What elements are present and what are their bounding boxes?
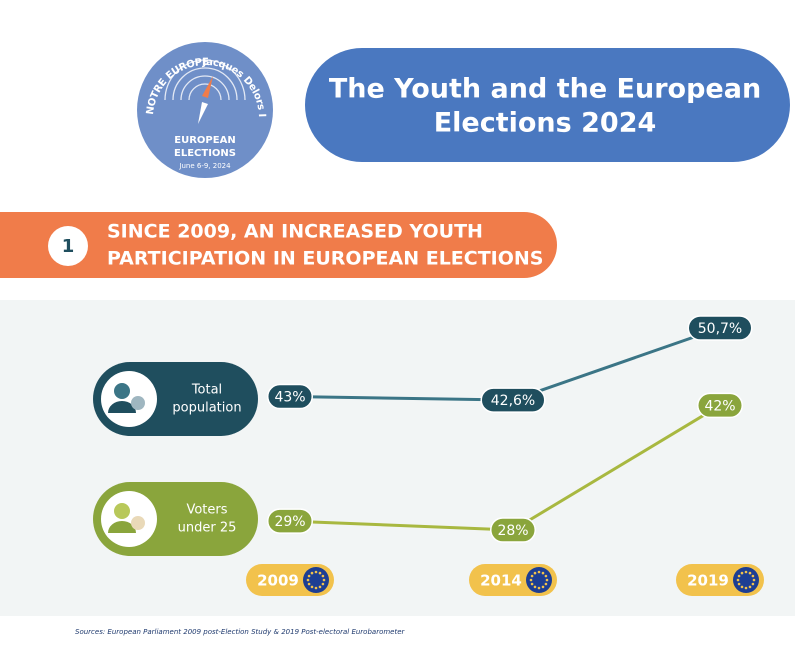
value-label: 29% bbox=[274, 514, 305, 530]
icon-head bbox=[114, 503, 130, 519]
title-pill bbox=[305, 48, 790, 162]
eu-star bbox=[751, 574, 755, 578]
eu-star bbox=[751, 582, 755, 586]
eu-star bbox=[314, 586, 318, 590]
value-label: 42% bbox=[704, 398, 735, 414]
eu-star bbox=[310, 571, 314, 575]
section-number-circle bbox=[48, 226, 88, 266]
legend-icon bbox=[101, 371, 157, 427]
value-label-pill bbox=[480, 387, 546, 413]
eu-star bbox=[541, 585, 545, 589]
eu-star bbox=[321, 574, 325, 578]
eu-flag bbox=[526, 567, 552, 593]
eu-star bbox=[740, 585, 744, 589]
legend-label: population bbox=[172, 401, 241, 416]
icon-head bbox=[131, 516, 145, 530]
legend-label: Total bbox=[191, 383, 222, 398]
eu-star bbox=[737, 582, 741, 586]
eu-star bbox=[537, 586, 541, 590]
logo-text: ELECTIONS bbox=[174, 148, 236, 159]
section-heading: PARTICIPATION IN EUROPEAN ELECTIONS bbox=[107, 248, 544, 270]
value-label: 50,7% bbox=[698, 321, 742, 337]
value-label-pill bbox=[687, 315, 753, 341]
source: Sources: European Parliament 2009 post-E… bbox=[75, 628, 406, 636]
value-label: 43% bbox=[274, 390, 305, 406]
legend-icon bbox=[101, 491, 157, 547]
title: Elections 2024 bbox=[434, 108, 657, 139]
eu-star bbox=[307, 574, 311, 578]
eu-star bbox=[314, 570, 318, 574]
eu-star bbox=[744, 586, 748, 590]
value-label-pill bbox=[490, 517, 536, 543]
logo-text: EUROPEAN bbox=[174, 135, 235, 146]
value-label: 28% bbox=[497, 523, 528, 539]
section-heading: SINCE 2009, AN INCREASED YOUTH bbox=[107, 221, 483, 243]
eu-star bbox=[306, 578, 310, 582]
logo-text: June 6-9, 2024 bbox=[178, 162, 231, 170]
legend-label: Voters bbox=[186, 503, 227, 518]
eu-star bbox=[530, 574, 534, 578]
value-label-pill bbox=[267, 383, 313, 410]
icon-body bbox=[108, 401, 136, 413]
icon-head bbox=[131, 396, 145, 410]
title: The Youth and the European bbox=[329, 74, 761, 105]
eu-flag bbox=[303, 567, 329, 593]
eu-star bbox=[530, 582, 534, 586]
eu-star bbox=[541, 571, 545, 575]
icon-head bbox=[114, 383, 130, 399]
eu-star bbox=[307, 582, 311, 586]
eu-star bbox=[544, 582, 548, 586]
eu-star bbox=[533, 585, 537, 589]
section-number: 1 bbox=[62, 236, 75, 257]
eu-star bbox=[737, 574, 741, 578]
eu-star bbox=[748, 585, 752, 589]
eu-star bbox=[544, 574, 548, 578]
eu-star bbox=[545, 578, 549, 582]
eu-star bbox=[748, 571, 752, 575]
eu-star bbox=[529, 578, 533, 582]
value-label-pill bbox=[267, 508, 313, 534]
eu-star bbox=[537, 570, 541, 574]
x-tick-label: 2009 bbox=[257, 572, 299, 590]
eu-star bbox=[322, 578, 326, 582]
x-tick-label: 2019 bbox=[687, 572, 729, 590]
eu-star bbox=[533, 571, 537, 575]
value-label-pill bbox=[697, 392, 743, 419]
eu-star bbox=[744, 570, 748, 574]
section-banner bbox=[0, 212, 557, 278]
eu-star bbox=[321, 582, 325, 586]
x-tick-label: 2014 bbox=[480, 572, 522, 590]
icon-body bbox=[108, 521, 136, 533]
eu-star bbox=[318, 571, 322, 575]
eu-star bbox=[736, 578, 740, 582]
chart-background bbox=[0, 300, 795, 616]
eu-flag bbox=[733, 567, 759, 593]
eu-star bbox=[318, 585, 322, 589]
eu-star bbox=[740, 571, 744, 575]
eu-star bbox=[752, 578, 756, 582]
logo: NOTRE EUROPE Jacques Delors Institute EU… bbox=[0, 0, 273, 178]
eu-star bbox=[310, 585, 314, 589]
value-label: 42,6% bbox=[491, 393, 535, 409]
legend-label: under 25 bbox=[178, 521, 237, 536]
